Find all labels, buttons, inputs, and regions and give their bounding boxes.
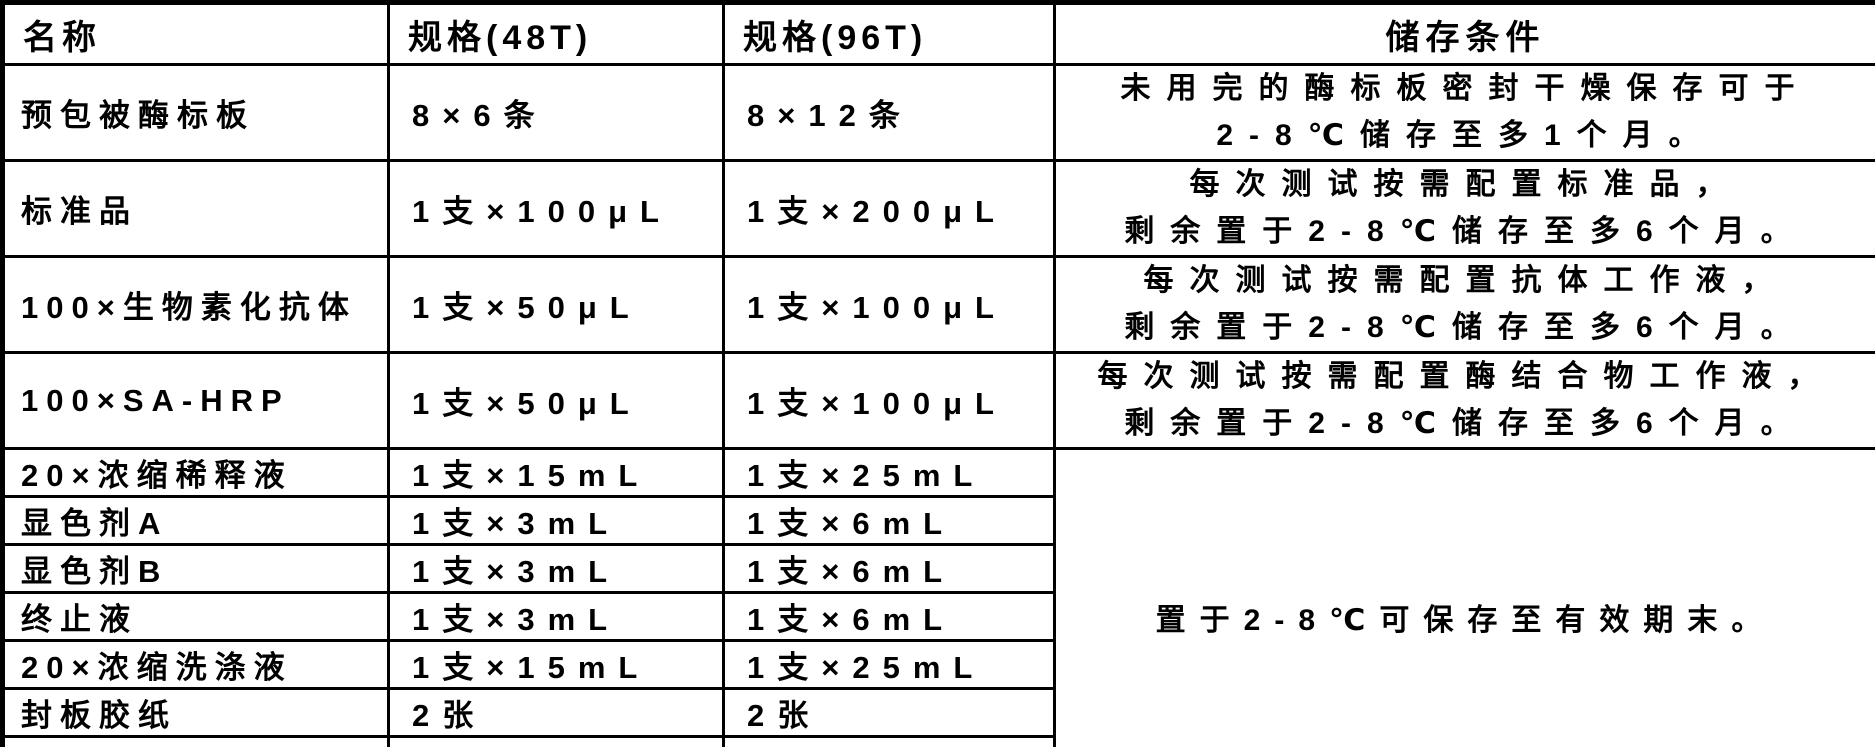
spec-48t-cell: 1支×3mL (387, 495, 725, 546)
table-row: 产品说明书 1份 1份 (1, 735, 1875, 747)
component-name-cell: 终止液 (1, 591, 390, 642)
component-name-cell: 100×SA-HRP (1, 351, 390, 450)
table-row: 100×SA-HRP 1支×50μL 1支×100μL 每次测试按需配置酶结合物… (1, 351, 1875, 450)
table-row: 100×生物素化抗体 1支×50μL 1支×100μL 每次测试按需配置抗体工作… (1, 255, 1875, 354)
spec-96t-cell: 1支×25mL (722, 447, 1056, 498)
storage-cell: 每次测试按需配置酶结合物工作液， 剩余置于2-8℃储存至多6个月。 (1053, 351, 1875, 450)
header-name: 名称 (1, 1, 390, 66)
spec-48t-cell: 1支×15mL (387, 639, 725, 690)
spec-96t-cell: 1支×25mL (722, 639, 1056, 690)
header-spec-96t: 规格(96T) (722, 1, 1056, 66)
component-name-cell: 显色剂B (1, 543, 390, 594)
spec-96t-cell: 1支×100μL (722, 351, 1056, 450)
spec-48t-cell: 1支×50μL (387, 255, 725, 354)
component-name-cell: 20×浓缩稀释液 (1, 447, 390, 498)
storage-merged-cell: 置于2-8℃可保存至有效期末。 (1053, 447, 1875, 747)
header-spec-48t: 规格(48T) (387, 1, 725, 66)
table-row: 标准品 1支×100μL 1支×200μL 每次测试按需配置标准品， 剩余置于2… (1, 159, 1875, 258)
header-storage: 储存条件 (1053, 1, 1875, 66)
component-name-cell: 标准品 (1, 159, 390, 258)
spec-96t-cell: 1支×200μL (722, 159, 1056, 258)
spec-48t-cell: 1支×100μL (387, 159, 725, 258)
spec-96t-cell: 1支×6mL (722, 591, 1056, 642)
spec-96t-cell: 2张 (722, 687, 1056, 738)
table-row: 显色剂B 1支×3mL 1支×6mL (1, 543, 1875, 594)
component-name-cell: 100×生物素化抗体 (1, 255, 390, 354)
component-name-cell: 显色剂A (1, 495, 390, 546)
table-row: 终止液 1支×3mL 1支×6mL (1, 591, 1875, 642)
component-name-cell: 封板胶纸 (1, 687, 390, 738)
spec-48t-cell: 1支×3mL (387, 543, 725, 594)
storage-cell: 未用完的酶标板密封干燥保存可于 2-8℃储存至多1个月。 (1053, 63, 1875, 162)
spec-48t-cell: 8×6条 (387, 63, 725, 162)
spec-96t-cell: 1支×6mL (722, 543, 1056, 594)
spec-48t-cell: 1份 (387, 735, 725, 747)
spec-96t-cell: 1支×100μL (722, 255, 1056, 354)
spec-48t-cell: 2张 (387, 687, 725, 738)
header-row: 名称 规格(48T) 规格(96T) 储存条件 (1, 1, 1875, 66)
table-row: 20×浓缩稀释液 1支×15mL 1支×25mL 置于2-8℃可保存至有效期末。 (1, 447, 1875, 747)
spec-48t-cell: 1支×50μL (387, 351, 725, 450)
storage-cell: 每次测试按需配置抗体工作液， 剩余置于2-8℃储存至多6个月。 (1053, 255, 1875, 354)
storage-cell: 每次测试按需配置标准品， 剩余置于2-8℃储存至多6个月。 (1053, 159, 1875, 258)
table-row: 20×浓缩洗涤液 1支×15mL 1支×25mL (1, 639, 1875, 690)
spec-96t-cell: 1支×6mL (722, 495, 1056, 546)
component-name-cell: 20×浓缩洗涤液 (1, 639, 390, 690)
table-row: 预包被酶标板 8×6条 8×12条 未用完的酶标板密封干燥保存可于 2-8℃储存… (1, 63, 1875, 162)
table-row: 显色剂A 1支×3mL 1支×6mL (1, 495, 1875, 546)
component-name-cell: 预包被酶标板 (1, 63, 390, 162)
spec-96t-cell: 8×12条 (722, 63, 1056, 162)
spec-48t-cell: 1支×3mL (387, 591, 725, 642)
table-row: 封板胶纸 2张 2张 (1, 687, 1875, 738)
spec-96t-cell: 1份 (722, 735, 1056, 747)
component-name-cell: 产品说明书 (1, 735, 390, 747)
spec-48t-cell: 1支×15mL (387, 447, 725, 498)
